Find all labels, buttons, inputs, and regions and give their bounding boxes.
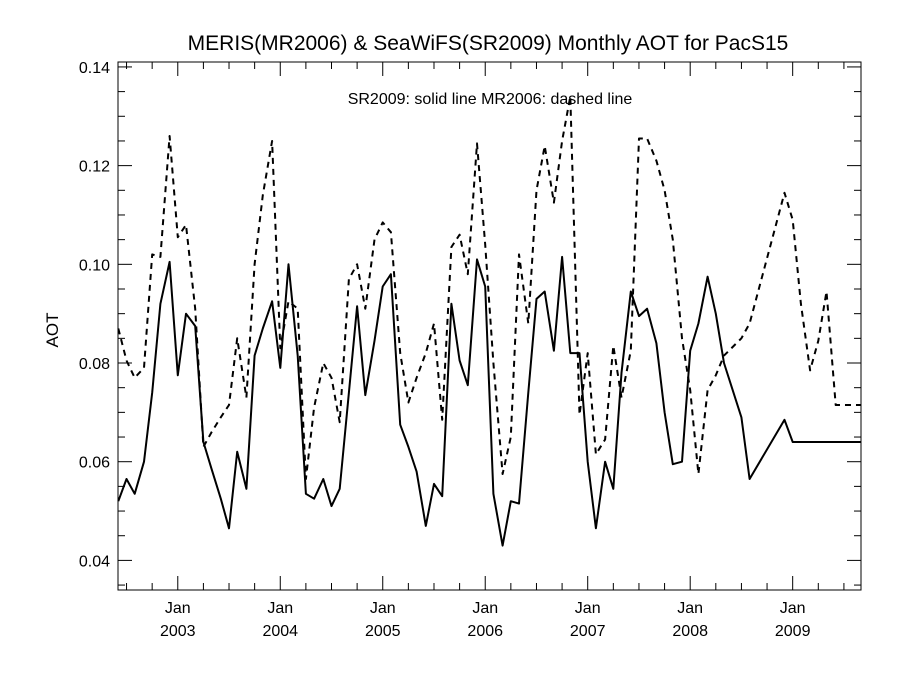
x-tick-label-month: Jan <box>267 600 293 617</box>
y-axis-label: AOT <box>43 313 62 348</box>
x-tick-label-year: 2008 <box>672 623 708 640</box>
x-tick-label-month: Jan <box>165 600 191 617</box>
x-tick-label-year: 2003 <box>160 623 196 640</box>
series-line-mr2006 <box>117 95 862 480</box>
series-layer <box>117 95 862 547</box>
y-tick-label: 0.10 <box>79 257 110 274</box>
x-tick-label-month: Jan <box>780 600 806 617</box>
x-tick-label-year: 2007 <box>570 623 606 640</box>
chart-title: MERIS(MR2006) & SeaWiFS(SR2009) Monthly … <box>188 32 789 55</box>
y-tick-label: 0.08 <box>79 356 110 373</box>
x-tick-label-year: 2009 <box>775 623 811 640</box>
x-tick-label-year: 2006 <box>467 623 503 640</box>
x-axis: Jan 2003 Jan 2004 Jan 2005 Jan 2006 Jan 2007 Jan 20… <box>126 62 845 640</box>
x-tick-label-year: 2005 <box>365 623 401 640</box>
x-tick-label-month: Jan <box>575 600 601 617</box>
y-tick-label: 0.12 <box>79 159 110 176</box>
y-tick-label: 0.14 <box>79 60 110 77</box>
y-tick-label: 0.06 <box>79 455 110 472</box>
plot-frame <box>117 61 862 591</box>
x-tick-label-year: 2004 <box>262 623 298 640</box>
y-axis: 0.04 0.06 0.08 0.10 0.12 0.14 <box>79 60 861 586</box>
y-tick-label: 0.04 <box>79 553 110 570</box>
x-tick-label-month: Jan <box>472 600 498 617</box>
x-tick-label-month: Jan <box>677 600 703 617</box>
x-tick-label-month: Jan <box>370 600 396 617</box>
series-line-sr2009 <box>117 255 862 547</box>
legend-annotation: SR2009: solid line MR2006: dashed line <box>348 91 633 108</box>
